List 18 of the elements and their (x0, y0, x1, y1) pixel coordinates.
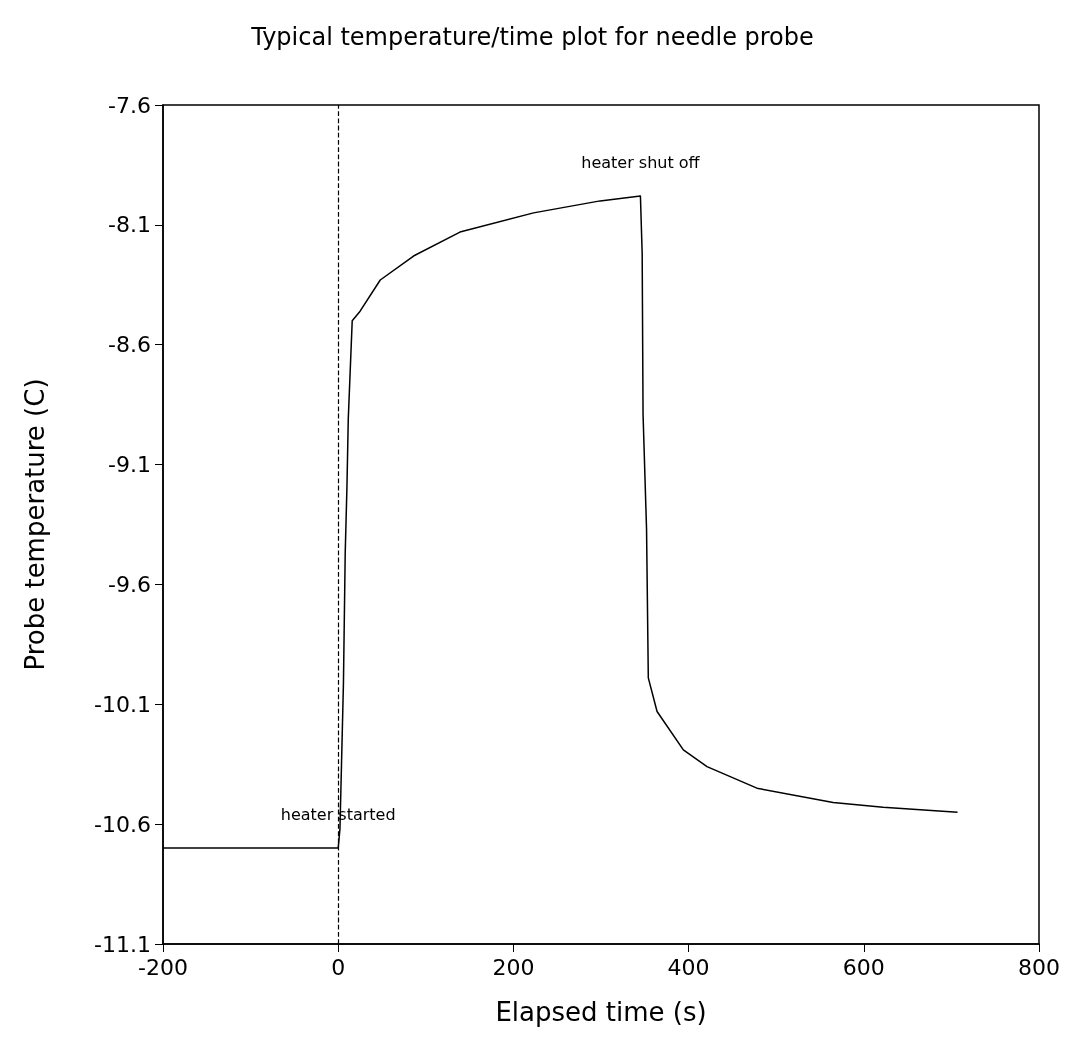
y-tick-label: -11.1 (94, 931, 151, 957)
y-tick-label: -8.1 (108, 212, 151, 238)
y-tick-label: -9.6 (108, 571, 151, 597)
x-tick-label: 0 (331, 954, 346, 980)
y-axis-title: Probe temperature (C) (20, 378, 50, 671)
y-tick-label: -7.6 (108, 92, 151, 118)
y-tick-label: -9.1 (108, 452, 151, 478)
x-tick-label: 800 (1018, 954, 1060, 980)
x-tick-label: 200 (492, 954, 535, 980)
x-tick-label: 400 (667, 954, 710, 980)
annotation: heater shut off (581, 152, 701, 172)
chart-title: Typical temperature/time plot for needle probe (250, 23, 814, 51)
y-tick-label: -10.1 (94, 691, 151, 717)
y-tick-label: -10.6 (94, 811, 151, 837)
x-axis-title: Elapsed time (s) (495, 997, 707, 1027)
x-tick-label: 600 (842, 954, 885, 980)
x-tick-label: -200 (138, 954, 188, 980)
y-tick-label: -8.6 (108, 332, 151, 358)
